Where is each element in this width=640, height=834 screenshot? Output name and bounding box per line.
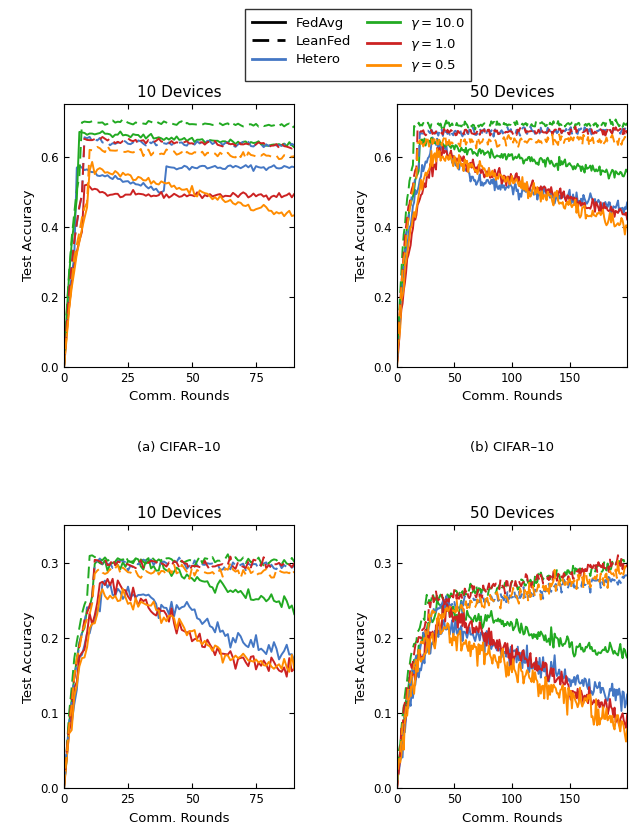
X-axis label: Comm. Rounds: Comm. Rounds [461,390,563,404]
Y-axis label: Test Accuracy: Test Accuracy [355,611,368,702]
Text: (a) CIFAR–10: (a) CIFAR–10 [138,440,221,454]
Y-axis label: Test Accuracy: Test Accuracy [22,190,35,281]
Title: 50 Devices: 50 Devices [470,85,554,100]
Title: 10 Devices: 10 Devices [137,506,221,521]
Text: (b) CIFAR–10: (b) CIFAR–10 [470,440,554,454]
X-axis label: Comm. Rounds: Comm. Rounds [129,390,230,404]
X-axis label: Comm. Rounds: Comm. Rounds [129,811,230,825]
Legend: FedAvg, LeanFed, Hetero, $\gamma = 10.0$, $\gamma = 1.0$, $\gamma = 0.5$: FedAvg, LeanFed, Hetero, $\gamma = 10.0$… [245,9,472,81]
Y-axis label: Test Accuracy: Test Accuracy [22,611,35,702]
Title: 50 Devices: 50 Devices [470,506,554,521]
Y-axis label: Test Accuracy: Test Accuracy [355,190,368,281]
Title: 10 Devices: 10 Devices [137,85,221,100]
X-axis label: Comm. Rounds: Comm. Rounds [461,811,563,825]
